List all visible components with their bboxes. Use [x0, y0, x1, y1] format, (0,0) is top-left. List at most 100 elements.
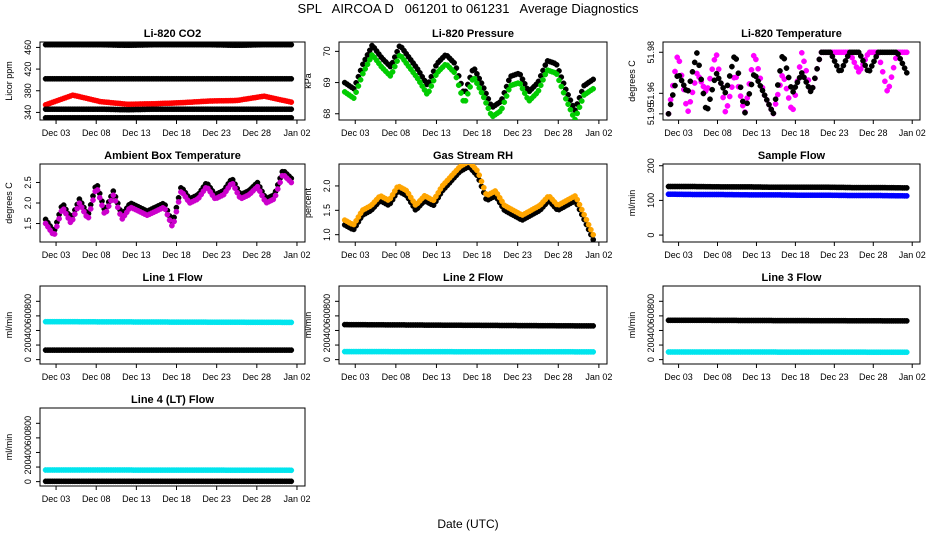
x-tick-label: Dec 23: [820, 372, 849, 382]
chart-title: Sample Flow: [758, 150, 826, 162]
data-point: [590, 76, 597, 83]
y-tick-label: 1.5: [23, 217, 33, 230]
data-point: [171, 218, 177, 225]
x-tick-label: Dec 18: [162, 372, 191, 382]
data-point: [676, 72, 683, 79]
chart-title: Li-820 Pressure: [432, 28, 514, 40]
x-tick-label: Jan 02: [899, 128, 926, 138]
data-point: [774, 91, 781, 98]
data-point: [763, 97, 770, 103]
data-point: [796, 64, 803, 70]
plot-frame: [338, 285, 608, 365]
x-tick-label: Dec 03: [664, 250, 693, 260]
x-tick-label: Jan 02: [585, 128, 612, 138]
data-point: [783, 65, 790, 71]
series-2: [341, 164, 597, 238]
data-point: [112, 198, 119, 204]
data-point: [537, 82, 544, 89]
data-point: [685, 108, 691, 115]
data-point: [590, 349, 597, 355]
data-point: [877, 59, 884, 66]
y-tick-label: 400: [322, 323, 332, 338]
series-points: [42, 467, 295, 485]
x-tick-label: Dec 08: [382, 250, 411, 260]
data-point: [517, 71, 524, 78]
x-tick-label: Dec 13: [122, 128, 151, 138]
series-2: [42, 478, 295, 485]
data-point: [501, 99, 508, 106]
data-point: [744, 100, 751, 107]
data-point: [590, 85, 597, 92]
x-tick-label: Dec 13: [742, 250, 771, 260]
data-point: [746, 91, 753, 97]
chart-title: Line 1 Flow: [143, 272, 203, 284]
series-points: [665, 49, 910, 117]
plot-frame: [39, 407, 306, 487]
series-1: [665, 317, 910, 324]
data-point: [229, 180, 236, 187]
data-point: [694, 50, 700, 56]
x-tick-label: Jan 02: [283, 372, 310, 382]
data-point: [803, 79, 810, 85]
data-point: [691, 59, 698, 66]
y-tick-label: 400: [23, 445, 33, 460]
y-tick-label: 51.98: [646, 41, 656, 64]
data-point: [696, 62, 702, 69]
x-tick-label: Dec 08: [82, 250, 111, 260]
data-point: [574, 196, 581, 203]
y-tick-label: 51.96: [646, 82, 656, 105]
data-point: [96, 194, 103, 201]
data-point: [588, 226, 594, 233]
y-axis-label: ml/min: [4, 312, 14, 339]
data-point: [871, 58, 877, 65]
data-point: [709, 66, 716, 73]
data-point: [590, 323, 597, 329]
data-point: [474, 80, 480, 87]
data-point: [707, 96, 713, 103]
chart-panel-4: Ambient Box Temperature degrees C 1.5 2.0 2.…: [4, 150, 310, 260]
data-point: [903, 318, 910, 324]
x-tick-label: Dec 23: [202, 250, 231, 260]
chart-title: Ambient Box Temperature: [104, 150, 241, 162]
x-tick-label: Dec 18: [162, 494, 191, 504]
data-point: [899, 60, 906, 67]
data-point: [362, 66, 369, 72]
data-point: [519, 85, 526, 92]
chart-title: Li-820 Temperature: [741, 28, 842, 40]
data-point: [897, 55, 904, 62]
series-2: [341, 348, 597, 355]
series-4: [42, 106, 295, 113]
data-point: [842, 58, 849, 64]
data-point: [737, 93, 744, 99]
series-2: [42, 172, 295, 237]
x-tick-label: Dec 28: [859, 250, 888, 260]
y-tick-label: 800: [322, 294, 332, 309]
data-point: [517, 81, 524, 87]
series-2: [665, 191, 910, 199]
data-point: [890, 64, 897, 71]
x-tick-label: Jan 02: [585, 250, 612, 260]
x-tick-label: Dec 28: [243, 128, 272, 138]
data-point: [755, 65, 761, 72]
x-tick-label: Dec 03: [341, 128, 370, 138]
data-point: [105, 203, 112, 209]
x-tick-label: Dec 13: [122, 372, 151, 382]
y-tick-label: 200: [23, 460, 33, 475]
data-point: [903, 49, 910, 56]
series-points: [341, 164, 597, 242]
data-point: [777, 68, 783, 74]
x-tick-label: Dec 13: [742, 128, 771, 138]
data-point: [478, 89, 485, 96]
data-point: [812, 75, 818, 82]
data-point: [794, 79, 801, 86]
y-axis-label: ml/min: [627, 312, 637, 339]
chart-title: Gas Stream RH: [433, 150, 513, 162]
data-point: [882, 78, 888, 85]
data-point: [426, 88, 432, 95]
data-point: [860, 57, 866, 64]
chart-title: Li-820 CO2: [144, 28, 201, 40]
data-point: [288, 114, 295, 120]
